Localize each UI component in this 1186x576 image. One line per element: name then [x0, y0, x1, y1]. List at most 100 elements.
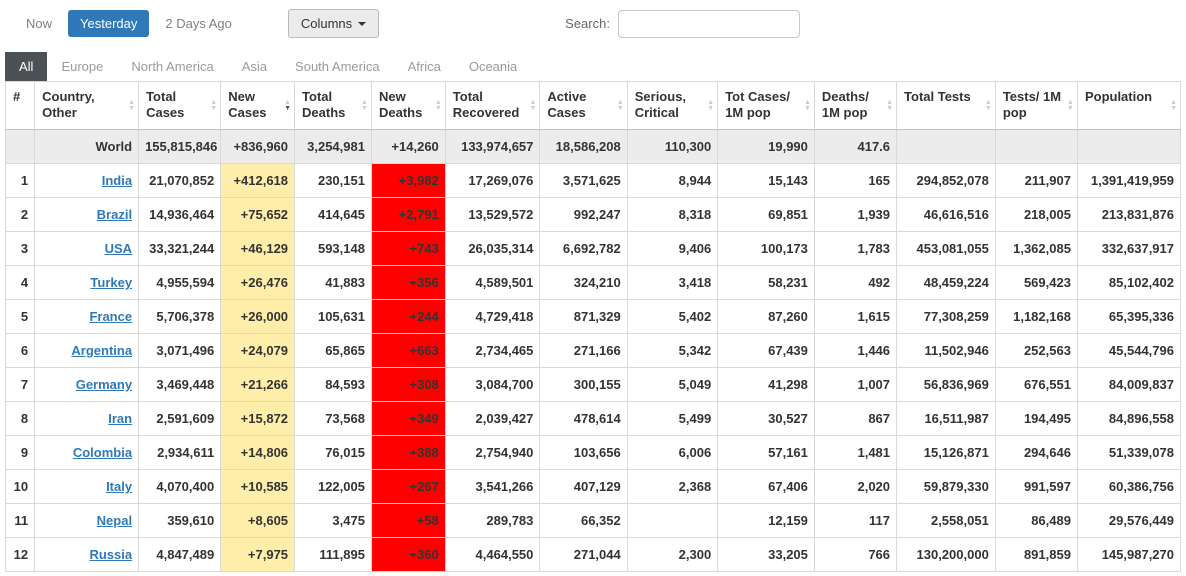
cell-population — [1076, 129, 1182, 164]
sort-icon: ▲ ▼ — [984, 98, 992, 112]
country-link[interactable]: India — [101, 173, 133, 188]
cell-serious_critical: 6,006 — [626, 435, 719, 470]
cell-total_cases: 4,847,489 — [138, 537, 222, 572]
cell-rank: 4 — [4, 265, 36, 300]
cell-deaths_per_1m: 867 — [813, 401, 898, 436]
sort-icon: ▲ ▼ — [616, 98, 624, 112]
cell-cases_per_1m: 33,205 — [717, 537, 815, 572]
cell-total_recovered: 13,529,572 — [444, 197, 541, 232]
country-link[interactable]: Nepal — [96, 513, 133, 528]
cell-serious_critical: 8,944 — [626, 163, 719, 198]
header-new_deaths[interactable]: New Deaths ▲ ▼ — [370, 81, 446, 130]
table-row: 1 India 21,070,852 +412,618 230,151 +3,982 17,… — [4, 163, 1182, 198]
cell-total_tests: 11,502,946 — [896, 333, 996, 368]
continent-tab-africa[interactable]: Africa — [394, 52, 455, 81]
cell-cases_per_1m: 69,851 — [717, 197, 815, 232]
cell-new_deaths: +356 — [370, 265, 446, 300]
cell-total_deaths: 76,015 — [294, 435, 372, 470]
time-tab-now[interactable]: Now — [14, 10, 64, 37]
cell-total_cases: 155,815,846 — [138, 129, 222, 164]
cell-total_tests — [896, 129, 996, 164]
cell-total_cases: 2,934,611 — [138, 435, 222, 470]
header-total_recovered[interactable]: Total Recovered ▲ ▼ — [444, 81, 541, 130]
table-row: 6 Argentina 3,071,496 +24,079 65,865 +663 2,73… — [4, 333, 1182, 368]
header-active_cases[interactable]: Active Cases ▲ ▼ — [539, 81, 628, 130]
header-total_tests[interactable]: Total Tests ▲ ▼ — [896, 81, 996, 130]
cell-total_deaths: 230,151 — [294, 163, 372, 198]
cell-deaths_per_1m: 1,446 — [813, 333, 898, 368]
country-link[interactable]: Brazil — [96, 207, 133, 222]
country-link[interactable]: Russia — [89, 547, 133, 562]
country-link[interactable]: France — [89, 309, 133, 324]
sort-icon: ▲ ▼ — [284, 98, 292, 112]
cell-rank: 2 — [4, 197, 36, 232]
covid-table: # Country, Other ▲ ▼ Total Cases ▲ ▼ New Cases ▲… — [4, 81, 1182, 572]
header-total_cases[interactable]: Total Cases ▲ ▼ — [138, 81, 222, 130]
cell-total_deaths: 3,475 — [294, 503, 372, 538]
cell-total_tests: 46,616,516 — [896, 197, 996, 232]
cell-total_tests: 15,126,871 — [896, 435, 996, 470]
cell-tests_per_1m: 676,551 — [994, 367, 1078, 402]
table-row: 12 Russia 4,847,489 +7,975 111,895 +360 4,464,… — [4, 537, 1182, 572]
search-label: Search: — [565, 16, 610, 31]
cell-total_recovered: 2,039,427 — [444, 401, 541, 436]
continent-tab-europe[interactable]: Europe — [47, 52, 117, 81]
cell-population: 51,339,078 — [1076, 435, 1182, 470]
header-label: # — [13, 89, 21, 104]
country-link[interactable]: Germany — [75, 377, 133, 392]
table-row: 8 Iran 2,591,609 +15,872 73,568 +349 2,039,427… — [4, 401, 1182, 436]
cell-rank: 7 — [4, 367, 36, 402]
header-label: Country, Other — [42, 89, 95, 120]
cell-total_cases: 33,321,244 — [138, 231, 222, 266]
cell-total_cases: 2,591,609 — [138, 401, 222, 436]
continent-tab-asia[interactable]: Asia — [228, 52, 281, 81]
cell-population: 65,395,336 — [1076, 299, 1182, 334]
header-label: New Cases — [228, 89, 267, 120]
sort-icon: ▲ ▼ — [1067, 98, 1074, 112]
cell-rank: 6 — [4, 333, 36, 368]
cell-serious_critical: 3,418 — [626, 265, 719, 300]
country-link[interactable]: Argentina — [71, 343, 133, 358]
table-row: 2 Brazil 14,936,464 +75,652 414,645 +2,791 13,… — [4, 197, 1182, 232]
cell-new_cases: +412,618 — [220, 163, 296, 198]
continent-tab-all[interactable]: All — [5, 52, 48, 81]
header-total_deaths[interactable]: Total Deaths ▲ ▼ — [294, 81, 372, 130]
header-country[interactable]: Country, Other ▲ ▼ — [34, 81, 140, 130]
cell-rank: 10 — [4, 469, 36, 504]
header-tests_per_1m[interactable]: Tests/ 1M pop ▲ ▼ — [994, 81, 1078, 130]
cell-population: 29,576,449 — [1076, 503, 1182, 538]
time-tab-yesterday[interactable]: Yesterday — [68, 10, 150, 37]
header-new_cases[interactable]: New Cases ▲ ▼ — [220, 81, 296, 130]
header-label: Deaths/ 1M pop — [821, 89, 869, 120]
cell-cases_per_1m: 12,159 — [717, 503, 815, 538]
country-link[interactable]: Colombia — [72, 445, 133, 460]
header-cases_per_1m[interactable]: Tot Cases/ 1M pop ▲ ▼ — [717, 81, 815, 130]
header-serious_critical[interactable]: Serious, Critical ▲ ▼ — [626, 81, 719, 130]
cell-active_cases: 103,656 — [539, 435, 628, 470]
country-link[interactable]: Italy — [106, 479, 133, 494]
cell-new_deaths: +388 — [370, 435, 446, 470]
header-deaths_per_1m[interactable]: Deaths/ 1M pop ▲ ▼ — [813, 81, 898, 130]
cell-country: Iran — [34, 401, 140, 436]
cell-total_cases: 4,070,400 — [138, 469, 222, 504]
cell-new_cases: +75,652 — [220, 197, 296, 232]
continent-tab-oceania[interactable]: Oceania — [455, 52, 531, 81]
cell-cases_per_1m: 30,527 — [717, 401, 815, 436]
time-tab-2-days-ago[interactable]: 2 Days Ago — [153, 10, 244, 37]
cell-new_cases: +26,000 — [220, 299, 296, 334]
cell-new_cases: +46,129 — [220, 231, 296, 266]
header-population[interactable]: Population ▲ ▼ — [1076, 81, 1182, 130]
country-link[interactable]: Iran — [108, 411, 133, 426]
columns-button[interactable]: Columns — [287, 9, 380, 38]
search-input[interactable] — [617, 9, 800, 38]
cell-country: Russia — [34, 537, 140, 572]
cell-country: USA — [34, 231, 140, 266]
country-link[interactable]: Turkey — [90, 275, 133, 290]
continent-tab-north-america[interactable]: North America — [117, 52, 227, 81]
cell-tests_per_1m: 294,646 — [994, 435, 1078, 470]
continent-tab-south-america[interactable]: South America — [281, 52, 394, 81]
country-link[interactable]: USA — [104, 241, 133, 256]
cell-deaths_per_1m: 1,007 — [813, 367, 898, 402]
cell-total_tests: 2,558,051 — [896, 503, 996, 538]
cell-new_cases: +7,975 — [220, 537, 296, 572]
